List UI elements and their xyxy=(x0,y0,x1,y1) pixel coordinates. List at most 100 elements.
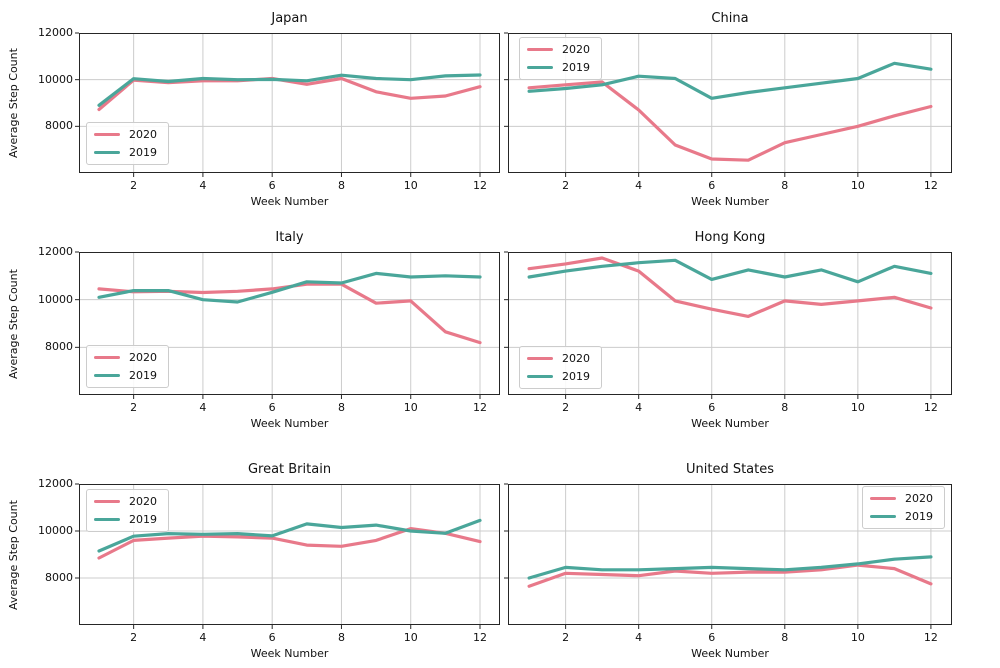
legend-label: 2020 xyxy=(129,351,157,364)
chart-title: China xyxy=(711,11,749,26)
legend-line-sample-2020 xyxy=(870,497,896,500)
x-tick-label: 6 xyxy=(268,631,276,644)
legend-entry: 2020 xyxy=(94,495,157,508)
x-tick-label: 2 xyxy=(130,401,138,414)
x-tick-label: 8 xyxy=(337,401,345,414)
x-tick-label: 4 xyxy=(199,401,207,414)
chart-title: Italy xyxy=(275,230,304,245)
series-line-2019 xyxy=(527,258,933,284)
legend-line-sample-2020 xyxy=(94,356,120,359)
legend: 2020 2019 xyxy=(86,345,169,388)
legend-line-sample-2019 xyxy=(94,374,120,377)
legend-entry: 2019 xyxy=(94,146,157,159)
chart-title: Japan xyxy=(271,11,308,26)
chart-title: Hong Kong xyxy=(694,230,766,245)
chart-title: United States xyxy=(685,462,775,477)
y-tick-label: 8000 xyxy=(45,119,73,133)
x-tick-label: 12 xyxy=(473,631,487,644)
plot-area-united-states xyxy=(504,483,952,629)
x-tick-label: 8 xyxy=(781,401,789,414)
y-tick-label: 10000 xyxy=(38,524,73,537)
y-tick-label: 10000 xyxy=(38,72,73,86)
y-axis-label: Average Step Count xyxy=(7,48,20,158)
series-line-2019 xyxy=(97,518,482,553)
legend-label: 2019 xyxy=(129,146,157,159)
plot-border xyxy=(508,484,952,625)
x-axis-label: Week Number xyxy=(250,195,329,208)
legend-label: 2019 xyxy=(129,369,157,382)
legend-entry: 2020 xyxy=(94,128,157,141)
x-tick-label: 6 xyxy=(708,401,716,414)
x-tick-label: 10 xyxy=(850,179,865,192)
legend-entry: 2020 xyxy=(527,43,590,56)
x-tick-label: 6 xyxy=(268,179,276,192)
plot-border xyxy=(79,252,500,395)
x-tick-label: 8 xyxy=(337,631,345,644)
series-line-2020 xyxy=(97,526,482,560)
plot-border xyxy=(508,252,952,395)
legend-entry: 2020 xyxy=(527,352,590,365)
x-axis-label: Week Number xyxy=(250,417,329,430)
legend-line-sample-2019 xyxy=(870,515,896,518)
legend-entry: 2019 xyxy=(527,61,590,74)
x-tick-label: 4 xyxy=(635,631,643,644)
legend: 2020 2019 xyxy=(86,122,169,165)
legend-label: 2020 xyxy=(905,492,933,505)
y-tick-label: 12000 xyxy=(38,245,73,258)
legend: 2020 2019 xyxy=(862,486,945,529)
legend-entry: 2019 xyxy=(870,510,933,523)
x-tick-label: 12 xyxy=(923,179,938,192)
y-tick-label: 8000 xyxy=(45,340,73,354)
x-tick-label: 8 xyxy=(337,179,345,192)
plot-border xyxy=(79,33,500,173)
x-tick-label: 2 xyxy=(562,179,570,192)
x-tick-label: 6 xyxy=(268,401,276,414)
series-line-2020 xyxy=(527,563,933,588)
legend-line-sample-2020 xyxy=(527,357,553,360)
legend-entry: 2020 xyxy=(94,351,157,364)
legend-label: 2019 xyxy=(905,510,933,523)
series-line-2019 xyxy=(527,555,933,580)
y-axis-label: Average Step Count xyxy=(7,268,20,379)
x-tick-label: 4 xyxy=(199,179,207,192)
x-tick-label: 4 xyxy=(199,631,207,644)
legend-line-sample-2019 xyxy=(94,518,120,521)
x-tick-label: 6 xyxy=(708,631,716,644)
y-tick-label: 12000 xyxy=(38,26,73,39)
y-tick-label: 8000 xyxy=(45,571,73,584)
x-tick-label: 2 xyxy=(562,401,570,414)
x-tick-label: 8 xyxy=(781,179,789,192)
x-tick-label: 8 xyxy=(781,631,789,644)
y-tick-label: 12000 xyxy=(38,477,73,490)
legend-entry: 2019 xyxy=(94,369,157,382)
legend-entry: 2019 xyxy=(94,513,157,526)
legend-line-sample-2019 xyxy=(527,375,553,378)
x-tick-label: 12 xyxy=(473,179,487,192)
legend-label: 2019 xyxy=(129,513,157,526)
chart-title: Great Britain xyxy=(247,462,332,477)
x-tick-label: 4 xyxy=(635,179,643,192)
x-tick-label: 2 xyxy=(130,631,138,644)
series-line-2020 xyxy=(527,80,933,162)
y-axis-label: Average Step Count xyxy=(7,499,20,610)
legend-line-sample-2020 xyxy=(527,48,553,51)
legend-label: 2019 xyxy=(562,61,590,74)
legend-entry: 2020 xyxy=(870,492,933,505)
x-tick-label: 10 xyxy=(850,631,865,644)
legend-label: 2020 xyxy=(562,352,590,365)
series-line-2020 xyxy=(527,256,933,319)
x-tick-label: 10 xyxy=(403,631,418,644)
legend-line-sample-2020 xyxy=(94,133,120,136)
legend-label: 2020 xyxy=(562,43,590,56)
x-axis-label: Week Number xyxy=(691,195,769,208)
legend: 2020 2019 xyxy=(86,489,169,532)
plot-border xyxy=(508,33,952,173)
legend: 2020 2019 xyxy=(519,346,602,389)
series-line-2020 xyxy=(97,76,482,112)
x-axis-label: Week Number xyxy=(691,647,769,660)
series-line-2020 xyxy=(97,282,482,345)
plot-border xyxy=(79,484,500,625)
x-tick-label: 12 xyxy=(473,401,487,414)
x-tick-label: 10 xyxy=(403,401,418,414)
